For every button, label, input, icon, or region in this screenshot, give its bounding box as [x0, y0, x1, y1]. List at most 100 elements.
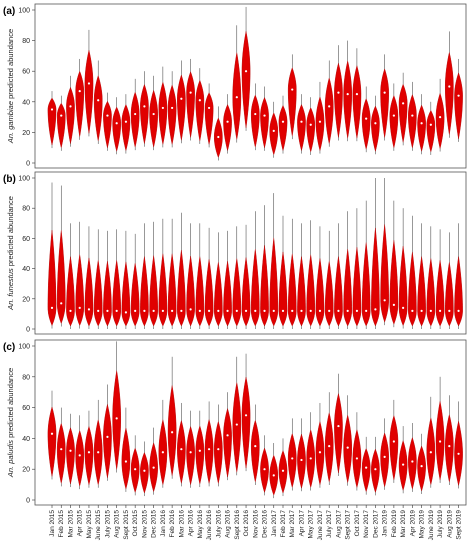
median-dot — [365, 466, 368, 469]
median-dot — [318, 309, 322, 312]
violin-shape — [121, 261, 131, 327]
median-dot — [217, 448, 220, 451]
x-tick-label: May 2015 — [86, 510, 93, 539]
violin-shape — [84, 257, 94, 327]
x-tick-label: Sept 2017 — [345, 510, 352, 540]
violin-shape — [223, 407, 232, 478]
violin-shape — [334, 256, 343, 327]
violin-shape — [454, 72, 463, 139]
violin-shape — [140, 83, 149, 144]
median-dot — [244, 70, 248, 73]
median-dot — [189, 91, 192, 94]
violin-shape — [214, 262, 223, 327]
violin-shape — [445, 262, 454, 327]
violin-shape — [241, 31, 251, 128]
violin-shape — [361, 242, 371, 327]
median-dot — [198, 309, 201, 312]
median-dot — [60, 448, 63, 451]
violin-shape — [352, 64, 362, 139]
median-dot — [328, 309, 331, 312]
median-dot — [198, 449, 201, 452]
violin-shape — [324, 77, 334, 144]
violin-shape — [66, 427, 75, 485]
x-tick-label: Sept 2015 — [123, 510, 130, 540]
panel-letter: (a) — [3, 6, 15, 17]
median-dot — [235, 96, 238, 99]
violin-shape — [287, 67, 297, 137]
x-tick-label: Jan 2015 — [49, 510, 56, 537]
violin-shape — [269, 112, 279, 156]
x-tick-label: Oct 2017 — [354, 510, 361, 537]
x-tick-label: Aug 2015 — [114, 510, 121, 538]
violin-shape — [380, 432, 389, 488]
violin-shape — [232, 258, 242, 327]
violin-shape — [56, 422, 66, 484]
median-dot — [355, 93, 359, 96]
violin-shape — [149, 89, 158, 148]
violin-shape — [195, 425, 205, 485]
x-tick-label: May 2016 — [197, 510, 204, 539]
median-dot — [411, 114, 414, 117]
x-tick-label: Dec 2016 — [262, 510, 269, 538]
violin-shape — [167, 253, 177, 327]
y-tick-label: 60 — [22, 236, 30, 243]
median-dot — [171, 431, 174, 434]
y-tick-label: 40 — [22, 99, 30, 106]
violin-shape — [260, 245, 269, 327]
y-tick-label: 20 — [22, 296, 30, 303]
violin-shape — [417, 445, 426, 492]
median-dot — [281, 120, 285, 123]
median-dot — [235, 423, 238, 426]
violin-shape — [232, 382, 242, 473]
violin-shape — [334, 393, 343, 473]
median-dot — [438, 116, 442, 119]
y-tick-label: 100 — [18, 8, 30, 15]
median-dot — [457, 309, 460, 312]
median-dot — [143, 309, 146, 312]
violin-shape — [93, 260, 103, 327]
violin-shape — [361, 98, 371, 150]
median-dot — [281, 309, 285, 312]
violin-shape — [426, 258, 436, 327]
median-dot — [411, 460, 414, 463]
median-dot — [263, 309, 266, 312]
x-tick-label: Feb 2017 — [280, 510, 287, 538]
violin-shape — [334, 62, 343, 138]
violin-shape — [241, 257, 251, 327]
panel-letter: (b) — [3, 174, 16, 185]
y-tick-label: 20 — [22, 130, 30, 137]
panel-frame — [34, 171, 467, 335]
violin-shape — [214, 420, 223, 484]
violin-shape — [177, 419, 186, 484]
y-tick-label: 80 — [22, 374, 30, 381]
median-dot — [115, 122, 118, 125]
x-tick-label: Dec 2017 — [372, 510, 379, 538]
x-tick-label: Sept 2016 — [234, 510, 241, 540]
median-dot — [374, 468, 377, 471]
median-dot — [365, 309, 368, 312]
median-dot — [272, 474, 275, 477]
x-tick-label: May 2019 — [419, 510, 426, 539]
x-tick-label: June 2015 — [95, 510, 102, 541]
median-dot — [355, 457, 359, 460]
violin-shape — [103, 100, 112, 148]
violin-shape — [324, 261, 334, 327]
panel-frame — [34, 3, 467, 169]
median-dot — [429, 309, 432, 312]
median-dot — [254, 445, 257, 448]
median-dot — [134, 112, 137, 116]
x-tick-label: Feb 2016 — [169, 510, 176, 538]
median-dot — [50, 432, 54, 435]
median-dot — [124, 311, 128, 314]
median-dot — [97, 99, 100, 102]
violin-shape — [269, 237, 279, 327]
median-dot — [346, 446, 349, 449]
x-tick-label: Mar 2016 — [178, 510, 185, 538]
violin-shape — [223, 104, 232, 152]
violin-shape — [408, 94, 417, 148]
violin-shape — [204, 418, 214, 484]
y-axis-label: An. gambiae predicted abundance — [6, 29, 15, 144]
violin-shape — [417, 104, 426, 152]
x-tick-label: June 2019 — [428, 510, 435, 541]
median-dot — [143, 469, 146, 472]
